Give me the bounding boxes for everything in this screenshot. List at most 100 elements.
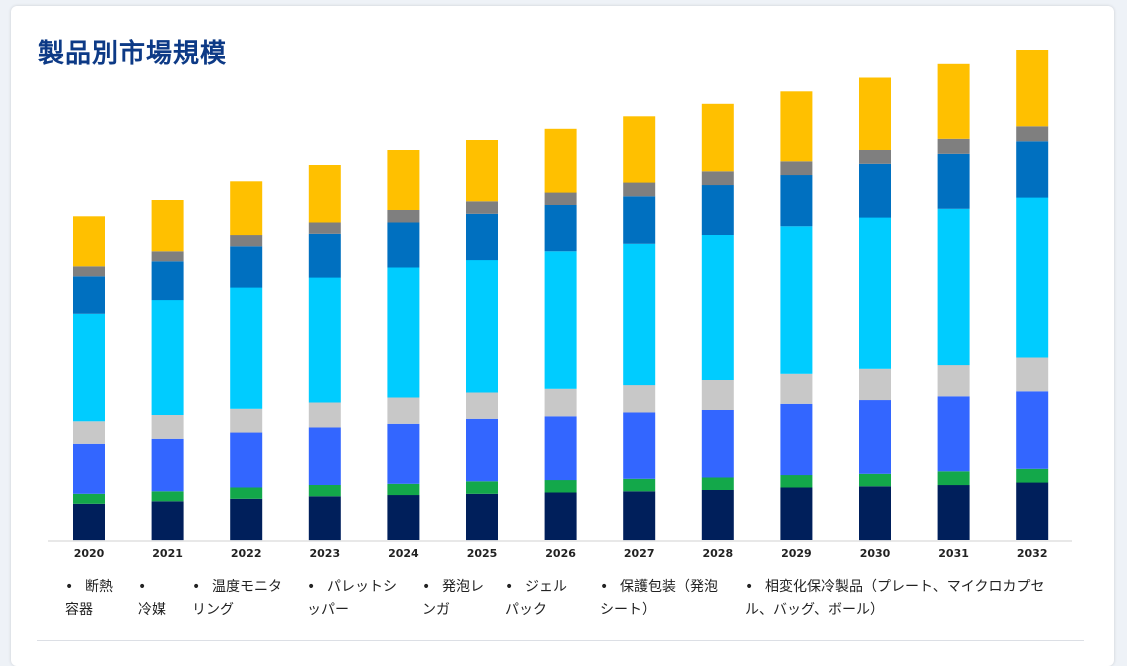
bar-segment: [623, 478, 656, 492]
legend-label-line1: 保護包装（発泡: [620, 579, 718, 595]
bar-segment: [387, 397, 420, 424]
bar-segment: [859, 368, 891, 401]
bar-segment: [544, 251, 577, 389]
bar-segment: [466, 493, 498, 541]
bar-segment: [387, 150, 420, 210]
bar-segment: [73, 266, 105, 277]
bullet-icon: •: [307, 579, 316, 595]
bar-segment: [151, 261, 184, 301]
bar-segment: [701, 235, 734, 380]
bar-segment: [73, 276, 105, 314]
bar-segment: [623, 196, 656, 244]
legend: • 断熱 容器 • 冷媒 • 温度モニタ リング • パレットシ ッパー • 発泡レ ン…: [58, 576, 1088, 626]
bar-segment: [780, 226, 813, 374]
bar-segment: [151, 415, 184, 439]
bar-segment: [73, 443, 105, 494]
bar-segment: [701, 171, 734, 186]
bar-segment: [780, 373, 813, 404]
bar-segment: [73, 503, 105, 541]
bar-segment: [780, 487, 813, 540]
bar-segment: [466, 260, 498, 393]
bar-segment: [308, 165, 341, 223]
x-tick-label: 2029: [781, 547, 812, 560]
legend-label-line2: ル、バッグ、ボール）: [745, 602, 885, 618]
legend-label-line1: ジェル: [525, 579, 567, 595]
bar-segment: [151, 300, 184, 415]
bar-segment: [937, 471, 970, 486]
bar-segment: [73, 493, 105, 504]
bar-segment: [230, 432, 263, 488]
legend-label-line1: 相変化保冷製品（プレート、マイクロカプセ: [765, 579, 1045, 595]
legend-label-line1: パレットシ: [327, 579, 397, 595]
bar-segment: [544, 192, 577, 205]
bar-segment: [544, 128, 577, 193]
bullet-icon: •: [600, 579, 609, 595]
bar-segment: [466, 418, 498, 482]
bar-segment: [623, 412, 656, 479]
bar-segment: [1016, 468, 1049, 483]
x-tick-label: 2031: [938, 547, 969, 560]
legend-item: • 断熱 容器: [65, 576, 127, 622]
bar-segment: [701, 185, 734, 235]
bar-segment: [230, 246, 263, 288]
bar-segment: [623, 243, 656, 386]
x-tick-label: 2021: [152, 547, 183, 560]
bar-segment: [701, 380, 734, 410]
bar-segment: [308, 496, 341, 541]
bar-segment: [544, 205, 577, 252]
bar-segment: [859, 473, 891, 487]
bar-segment: [230, 487, 263, 499]
bar-segment: [308, 402, 341, 428]
x-tick-label: 2023: [309, 547, 340, 560]
x-tick-label: 2026: [545, 547, 576, 560]
bar-segment: [387, 267, 420, 398]
bar-segment: [151, 251, 184, 262]
x-tick-label: 2030: [860, 547, 891, 560]
bar-segment: [308, 233, 341, 278]
bar-segment: [73, 313, 105, 422]
bar-segment: [701, 410, 734, 478]
x-tick-label: 2020: [74, 547, 105, 560]
bullet-icon: •: [505, 579, 514, 595]
bar-segment: [308, 427, 341, 485]
bar-segment: [151, 491, 184, 502]
bar-segment: [1016, 482, 1049, 540]
x-tick-label: 2022: [231, 547, 262, 560]
bar-segment: [466, 140, 498, 202]
bar-segment: [780, 175, 813, 227]
bar-segment: [859, 77, 891, 150]
bar-segment: [387, 210, 420, 223]
divider: [37, 640, 1084, 641]
bar-segment: [308, 222, 341, 234]
legend-label-line2: ッパー: [307, 602, 349, 618]
legend-label-line2: リング: [192, 602, 234, 618]
bullet-icon: •: [65, 579, 74, 595]
bar-segment: [937, 485, 970, 540]
bar-segment: [1016, 197, 1049, 358]
bar-segment: [230, 498, 263, 541]
bar-segment: [859, 163, 891, 218]
bar-segment: [151, 438, 184, 492]
legend-item: • 発泡レ ンガ: [422, 576, 502, 622]
bar-segment: [387, 222, 420, 268]
bar-segment: [937, 63, 970, 139]
bar-segment: [859, 400, 891, 474]
bar-segment: [466, 201, 498, 214]
bar-segment: [780, 161, 813, 176]
bar-segment: [387, 423, 420, 484]
bar-segment: [387, 483, 420, 496]
bar-segment: [937, 365, 970, 397]
bar-segment: [780, 403, 813, 476]
bar-segment: [701, 103, 734, 172]
x-tick-label: 2025: [467, 547, 498, 560]
legend-label-line2: ンガ: [422, 602, 450, 618]
bar-segment: [701, 477, 734, 490]
legend-label-line1: 断熱: [85, 579, 113, 595]
legend-item: • パレットシ ッパー: [307, 576, 417, 622]
x-tick-label: 2028: [702, 547, 733, 560]
bar-segment: [544, 480, 577, 493]
legend-item: • 保護包装（発泡 シート）: [600, 576, 740, 622]
bar-segment: [1016, 50, 1049, 127]
bar-segment: [151, 200, 184, 252]
stacked-bar-chart: 2020 2021 2022 2023 2024 2025 2026 2027 2028 2029…: [48, 50, 1072, 560]
